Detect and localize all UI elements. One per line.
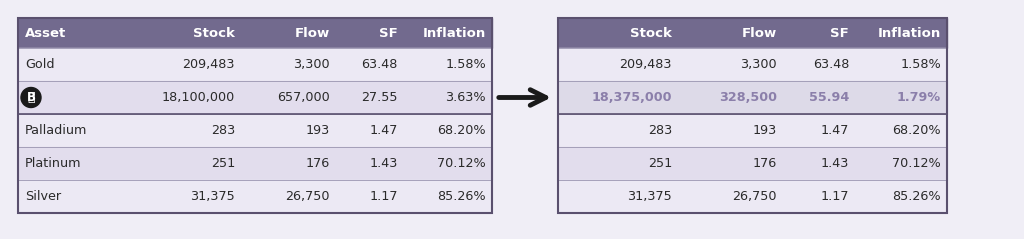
- Bar: [558, 48, 947, 81]
- Circle shape: [22, 87, 41, 108]
- Bar: [18, 48, 492, 81]
- Text: SF: SF: [379, 27, 398, 39]
- Text: Platinum: Platinum: [25, 157, 82, 170]
- Text: 31,375: 31,375: [190, 190, 234, 203]
- Text: 193: 193: [306, 124, 330, 137]
- Text: 63.48: 63.48: [361, 58, 398, 71]
- Text: 657,000: 657,000: [278, 91, 330, 104]
- Text: 1.79%: 1.79%: [897, 91, 941, 104]
- Bar: [18, 18, 492, 48]
- Text: 1.47: 1.47: [820, 124, 849, 137]
- Text: 193: 193: [753, 124, 777, 137]
- Bar: [18, 114, 492, 147]
- Text: Stock: Stock: [630, 27, 672, 39]
- Bar: [18, 18, 492, 213]
- Bar: [558, 81, 947, 114]
- Text: SF: SF: [830, 27, 849, 39]
- Text: 18,100,000: 18,100,000: [162, 91, 234, 104]
- Text: 68.20%: 68.20%: [437, 124, 486, 137]
- Text: 3,300: 3,300: [293, 58, 330, 71]
- Text: 55.94: 55.94: [809, 91, 849, 104]
- Bar: [558, 18, 947, 213]
- Bar: [18, 81, 492, 114]
- Bar: [18, 180, 492, 213]
- Text: Silver: Silver: [25, 190, 61, 203]
- Text: 63.48: 63.48: [813, 58, 849, 71]
- Text: Asset: Asset: [25, 27, 67, 39]
- Text: 283: 283: [211, 124, 234, 137]
- Text: 3,300: 3,300: [740, 58, 777, 71]
- Text: 70.12%: 70.12%: [437, 157, 486, 170]
- Text: Flow: Flow: [741, 27, 777, 39]
- Text: 18,375,000: 18,375,000: [592, 91, 672, 104]
- Text: Gold: Gold: [25, 58, 54, 71]
- Text: 27.55: 27.55: [361, 91, 398, 104]
- Text: 1.47: 1.47: [370, 124, 398, 137]
- Text: 1.17: 1.17: [820, 190, 849, 203]
- Text: 1.58%: 1.58%: [900, 58, 941, 71]
- Text: 85.26%: 85.26%: [892, 190, 941, 203]
- Text: 1.17: 1.17: [370, 190, 398, 203]
- Bar: [558, 180, 947, 213]
- Text: 26,750: 26,750: [286, 190, 330, 203]
- Bar: [558, 114, 947, 147]
- Text: 1.58%: 1.58%: [445, 58, 486, 71]
- Text: 85.26%: 85.26%: [437, 190, 486, 203]
- Text: ₿: ₿: [28, 91, 35, 103]
- Text: 176: 176: [306, 157, 330, 170]
- Text: 70.12%: 70.12%: [892, 157, 941, 170]
- Text: 31,375: 31,375: [628, 190, 672, 203]
- Bar: [558, 18, 947, 48]
- Bar: [558, 147, 947, 180]
- Text: Palladium: Palladium: [25, 124, 87, 137]
- Text: Stock: Stock: [194, 27, 234, 39]
- Text: 328,500: 328,500: [719, 91, 777, 104]
- Text: 26,750: 26,750: [732, 190, 777, 203]
- Text: 209,483: 209,483: [620, 58, 672, 71]
- Text: 1.43: 1.43: [370, 157, 398, 170]
- Text: 1.43: 1.43: [820, 157, 849, 170]
- Text: Flow: Flow: [295, 27, 330, 39]
- Text: 68.20%: 68.20%: [892, 124, 941, 137]
- Text: Inflation: Inflation: [878, 27, 941, 39]
- Bar: [18, 147, 492, 180]
- Text: 209,483: 209,483: [182, 58, 234, 71]
- Text: 3.63%: 3.63%: [445, 91, 486, 104]
- Text: 176: 176: [753, 157, 777, 170]
- Text: B: B: [27, 91, 36, 103]
- Text: Inflation: Inflation: [423, 27, 486, 39]
- Text: 283: 283: [648, 124, 672, 137]
- Text: 251: 251: [211, 157, 234, 170]
- Text: 251: 251: [648, 157, 672, 170]
